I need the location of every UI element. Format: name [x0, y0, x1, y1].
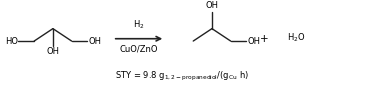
Text: OH: OH [247, 37, 260, 46]
Text: HO: HO [5, 37, 18, 46]
Text: OH: OH [206, 1, 218, 10]
Text: H$_2$O: H$_2$O [287, 32, 305, 44]
Text: H$_2$: H$_2$ [133, 19, 145, 31]
Text: CuO/ZnO: CuO/ZnO [120, 45, 158, 54]
Text: OH: OH [46, 47, 59, 56]
Text: STY = 9.8 g$_{\mathregular{1,2-propanediol}}$/(g$_{\mathregular{Cu}}$ h): STY = 9.8 g$_{\mathregular{1,2-propanedi… [115, 70, 249, 83]
Text: OH: OH [88, 37, 101, 46]
Text: +: + [260, 34, 269, 44]
